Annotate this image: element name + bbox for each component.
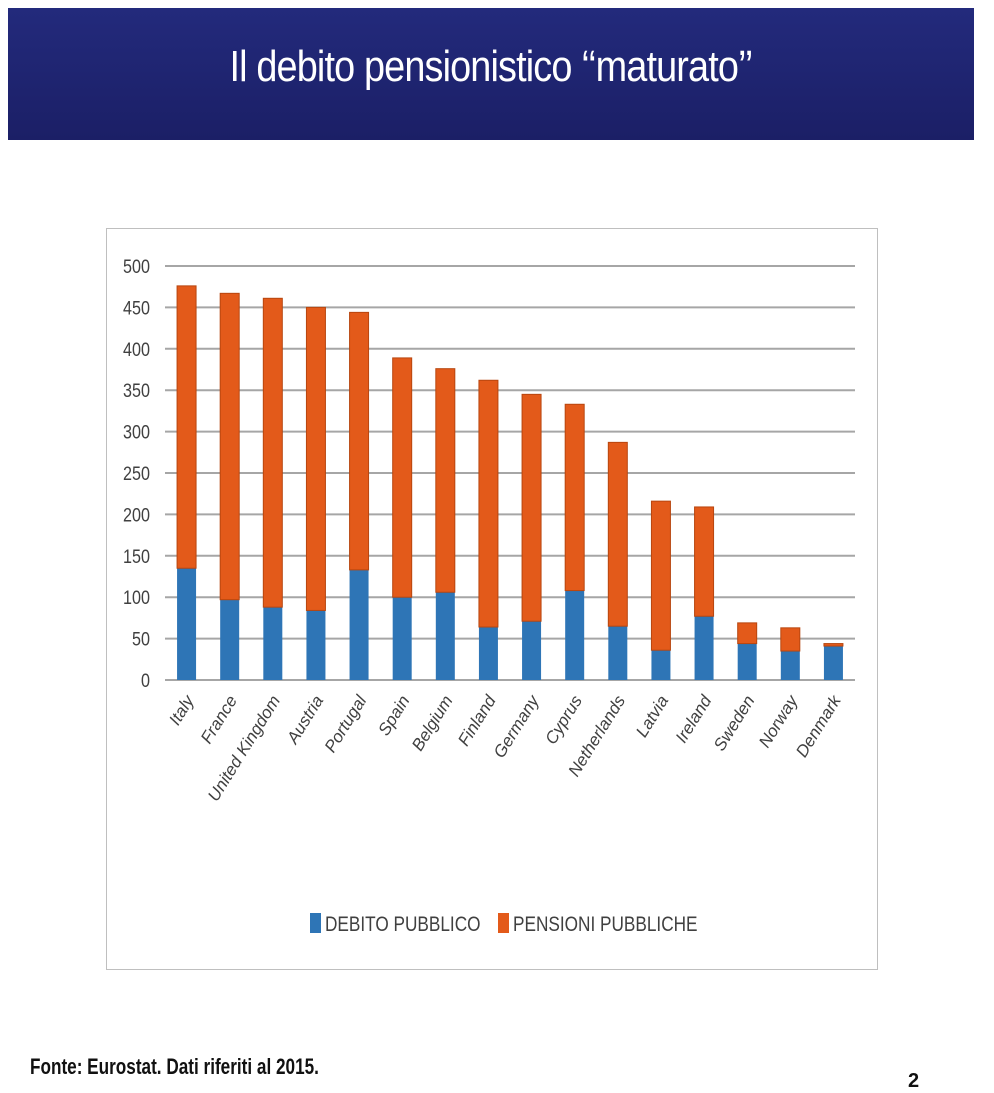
bar-debito-pubblico bbox=[435, 592, 455, 680]
bar-pensioni-pubbliche bbox=[521, 393, 542, 622]
bar-pensioni-pubbliche bbox=[305, 306, 326, 611]
x-tick-label: Ireland bbox=[672, 692, 716, 747]
y-tick-label: 450 bbox=[123, 297, 150, 319]
bar-debito-pubblico bbox=[737, 643, 757, 680]
x-tick-label: Portugal bbox=[321, 691, 371, 756]
y-tick-label: 100 bbox=[123, 587, 150, 609]
y-tick-label: 350 bbox=[123, 380, 150, 402]
y-tick-label: 200 bbox=[123, 504, 150, 526]
legend-swatch bbox=[498, 913, 509, 933]
x-tick-label: Sweden bbox=[710, 692, 759, 754]
bar-pensioni-pubbliche bbox=[392, 357, 413, 598]
slide-title: Il debito pensionistico ‘‘maturato’’ bbox=[229, 42, 754, 91]
bar-debito-pubblico bbox=[220, 599, 240, 680]
source-note: Fonte: Eurostat. Dati riferiti al 2015. bbox=[30, 1054, 319, 1079]
y-tick-label: 50 bbox=[132, 628, 150, 650]
bar-debito-pubblico bbox=[823, 646, 843, 680]
bar-debito-pubblico bbox=[651, 650, 671, 680]
legend-label: PENSIONI PUBBLICHE bbox=[513, 914, 698, 937]
bar-debito-pubblico bbox=[694, 616, 714, 680]
y-tick-label: 300 bbox=[123, 421, 150, 443]
bar-pensioni-pubbliche bbox=[478, 379, 499, 628]
y-tick-label: 400 bbox=[123, 339, 150, 361]
bar-pensioni-pubbliche bbox=[564, 403, 585, 592]
chart-container bbox=[106, 228, 878, 970]
x-tick-label: Latvia bbox=[632, 692, 672, 741]
bar-debito-pubblico bbox=[177, 568, 197, 680]
bar-debito-pubblico bbox=[263, 607, 283, 680]
x-tick-label: Austria bbox=[283, 692, 328, 748]
bar-pensioni-pubbliche bbox=[650, 500, 671, 651]
bar-debito-pubblico bbox=[565, 590, 585, 680]
bar-debito-pubblico bbox=[522, 621, 542, 680]
y-tick-label: 250 bbox=[123, 463, 150, 485]
bar-pensioni-pubbliche bbox=[780, 627, 801, 652]
bar-pensioni-pubbliche bbox=[219, 292, 240, 601]
x-tick-label: Cyprus bbox=[541, 692, 586, 748]
page-number: 2 bbox=[908, 1070, 920, 1092]
x-tick-label: Italy bbox=[165, 691, 198, 729]
bar-debito-pubblico bbox=[306, 610, 326, 680]
bar-debito-pubblico bbox=[608, 626, 628, 680]
y-tick-label: 0 bbox=[141, 670, 150, 692]
bar-pensioni-pubbliche bbox=[607, 441, 628, 627]
bar-pensioni-pubbliche bbox=[435, 368, 456, 593]
bar-debito-pubblico bbox=[780, 651, 800, 680]
legend-label: DEBITO PUBBLICO bbox=[325, 914, 481, 937]
bar-debito-pubblico bbox=[392, 597, 412, 680]
bar-debito-pubblico bbox=[478, 627, 498, 680]
bar-pensioni-pubbliche bbox=[737, 622, 758, 645]
y-tick-label: 150 bbox=[123, 546, 150, 568]
bar-pensioni-pubbliche bbox=[823, 643, 844, 647]
legend-swatch bbox=[310, 913, 321, 933]
bar-pensioni-pubbliche bbox=[176, 285, 197, 569]
x-tick-label: France bbox=[197, 692, 241, 747]
slide-header: Il debito pensionistico ‘‘maturato’’ bbox=[8, 8, 974, 140]
y-tick-label: 500 bbox=[123, 256, 150, 278]
x-tick-label: Belgium bbox=[408, 692, 457, 754]
bar-pensioni-pubbliche bbox=[694, 506, 715, 617]
x-tick-label: Norway bbox=[755, 691, 802, 751]
x-tick-label: Finland bbox=[454, 692, 500, 750]
bar-pensioni-pubbliche bbox=[349, 311, 370, 571]
bar-debito-pubblico bbox=[349, 569, 369, 680]
x-tick-label: Spain bbox=[374, 692, 413, 739]
bar-pensioni-pubbliche bbox=[262, 297, 283, 608]
